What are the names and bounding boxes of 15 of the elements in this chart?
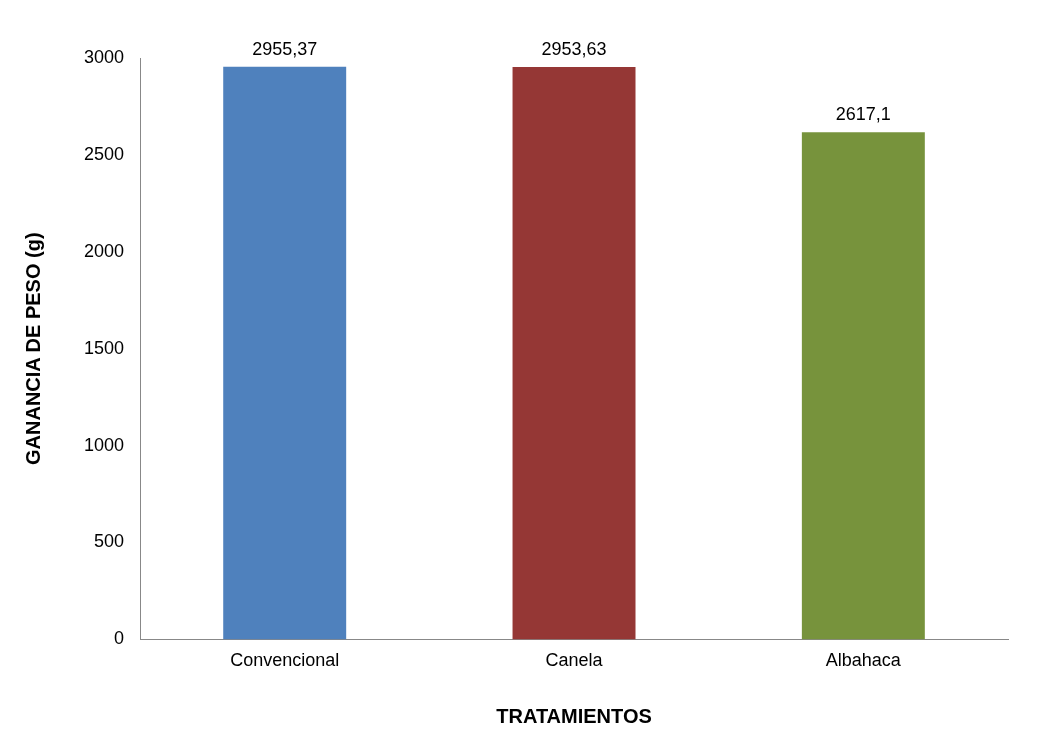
y-tick-label: 1500	[84, 337, 125, 358]
y-axis-title: GANANCIA DE PESO (g)	[21, 232, 44, 465]
data-label: 2953,63	[541, 38, 607, 59]
y-tick-label: 0	[114, 628, 125, 649]
y-tick-label: 2000	[84, 240, 125, 261]
x-tick-label: Canela	[545, 650, 604, 671]
data-label: 2617,1	[835, 104, 891, 125]
x-tick-label: Convencional	[230, 650, 340, 671]
y-tick-label: 1000	[84, 434, 125, 455]
y-tick-label: 2500	[84, 143, 125, 164]
x-tick-label: Albahaca	[825, 650, 902, 671]
y-tick-label: 500	[94, 531, 125, 552]
y-tick-label: 3000	[84, 46, 125, 67]
x-axis-title: TRATAMIENTOS	[496, 704, 652, 727]
data-label: 2955,37	[252, 38, 318, 59]
